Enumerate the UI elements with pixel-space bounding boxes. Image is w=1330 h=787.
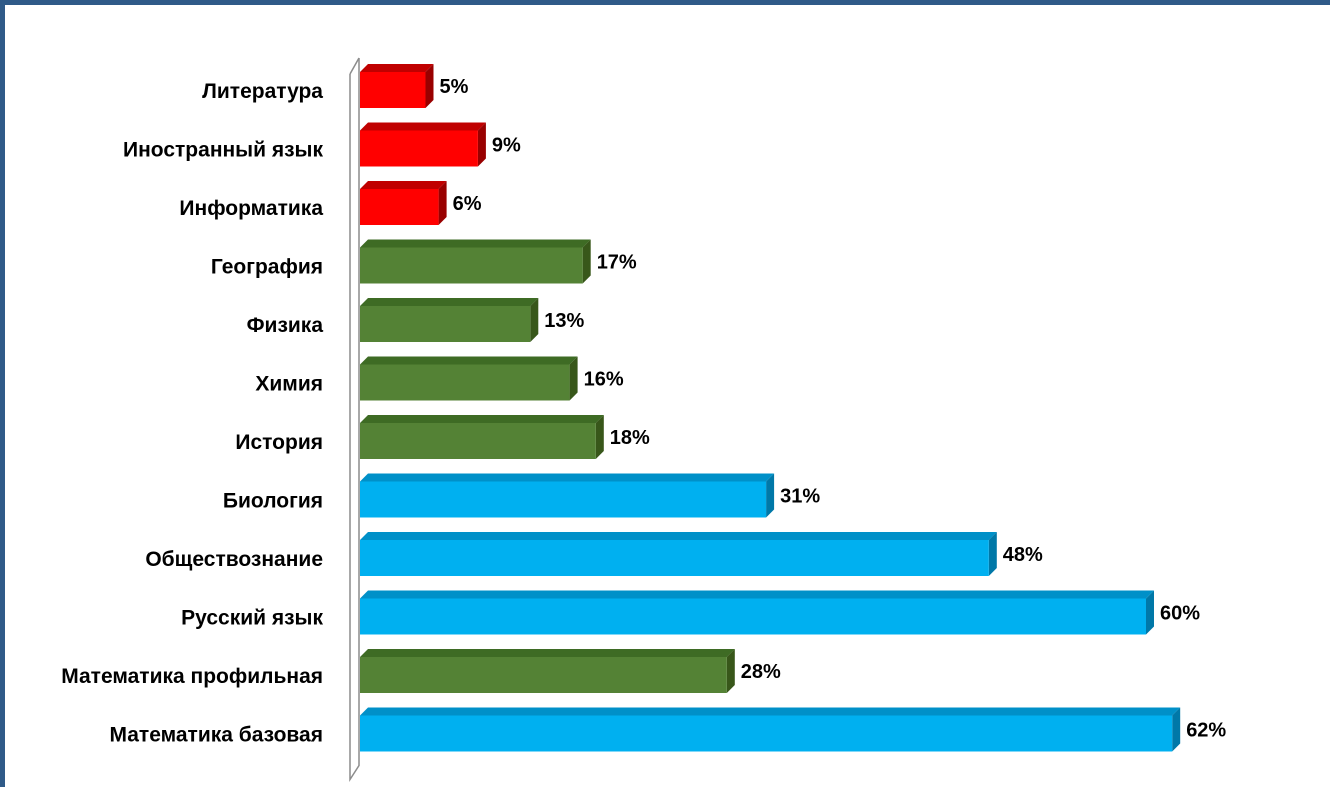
bar-side (766, 473, 775, 518)
bar-top (360, 64, 434, 72)
bar-group (360, 649, 735, 693)
bar (360, 481, 767, 518)
bar-group (360, 64, 434, 108)
bar-top (360, 122, 486, 131)
category-label: Физика (247, 314, 324, 337)
axis-wall (349, 58, 360, 783)
data-label: 5% (440, 76, 469, 98)
data-label: 62% (1186, 720, 1226, 742)
bar-side (438, 181, 447, 225)
bar (360, 247, 583, 284)
bar-group (360, 590, 1154, 635)
bar-side (530, 298, 539, 342)
data-label: 17% (597, 252, 637, 274)
bar-top (360, 239, 591, 248)
bar-top (360, 590, 1154, 599)
data-label: 6% (453, 193, 482, 215)
bar (360, 715, 1173, 752)
bar-top (360, 356, 578, 365)
category-label: Иностранный язык (123, 139, 323, 162)
category-label: Обществознание (145, 548, 323, 571)
category-label: Русский язык (181, 607, 323, 630)
bar-group (360, 473, 775, 518)
bar (360, 598, 1146, 635)
bar-side (1172, 707, 1181, 752)
bar-side (1146, 590, 1154, 635)
bar-group (360, 239, 591, 284)
bar-top (360, 415, 604, 423)
category-label: Математика профильная (61, 665, 323, 688)
bar-top (360, 649, 735, 657)
category-label: Литература (202, 80, 323, 103)
bar-group (360, 415, 604, 459)
category-label: Математика базовая (110, 724, 324, 747)
category-label: География (211, 256, 323, 279)
bar-group (360, 532, 997, 576)
category-label: История (235, 431, 323, 454)
bar-group (360, 707, 1181, 752)
bar-side (988, 532, 997, 576)
category-label: Информатика (179, 197, 323, 220)
bar (360, 423, 596, 459)
category-label: Химия (255, 373, 323, 396)
bar-top (360, 473, 775, 482)
bar-top (360, 532, 997, 540)
data-label: 13% (544, 310, 584, 332)
bar (360, 657, 727, 693)
category-label: Биология (223, 490, 323, 513)
bar-side (595, 415, 604, 459)
data-label: 31% (780, 486, 820, 508)
bar-group (360, 356, 578, 401)
data-label: 48% (1003, 544, 1043, 566)
data-label: 18% (610, 427, 650, 449)
data-label: 28% (741, 661, 781, 683)
bar-side (582, 239, 591, 284)
axis-wall-top (349, 57, 360, 75)
bar-group (360, 181, 447, 225)
bar-side (726, 649, 735, 693)
bar-top (360, 707, 1181, 716)
bar (360, 189, 439, 225)
data-label: 9% (492, 135, 521, 157)
bar-side (569, 356, 578, 401)
bar-group (360, 298, 539, 342)
bar-side (425, 64, 434, 108)
bar (360, 72, 426, 108)
bar-group (360, 122, 486, 167)
bar (360, 130, 478, 167)
data-label: 60% (1160, 603, 1200, 625)
bar-top (360, 298, 539, 306)
bar (360, 364, 570, 401)
bar-top (360, 181, 447, 189)
bar (360, 540, 989, 576)
data-label: 16% (584, 369, 624, 391)
bar-side (477, 122, 486, 167)
bar (360, 306, 531, 342)
